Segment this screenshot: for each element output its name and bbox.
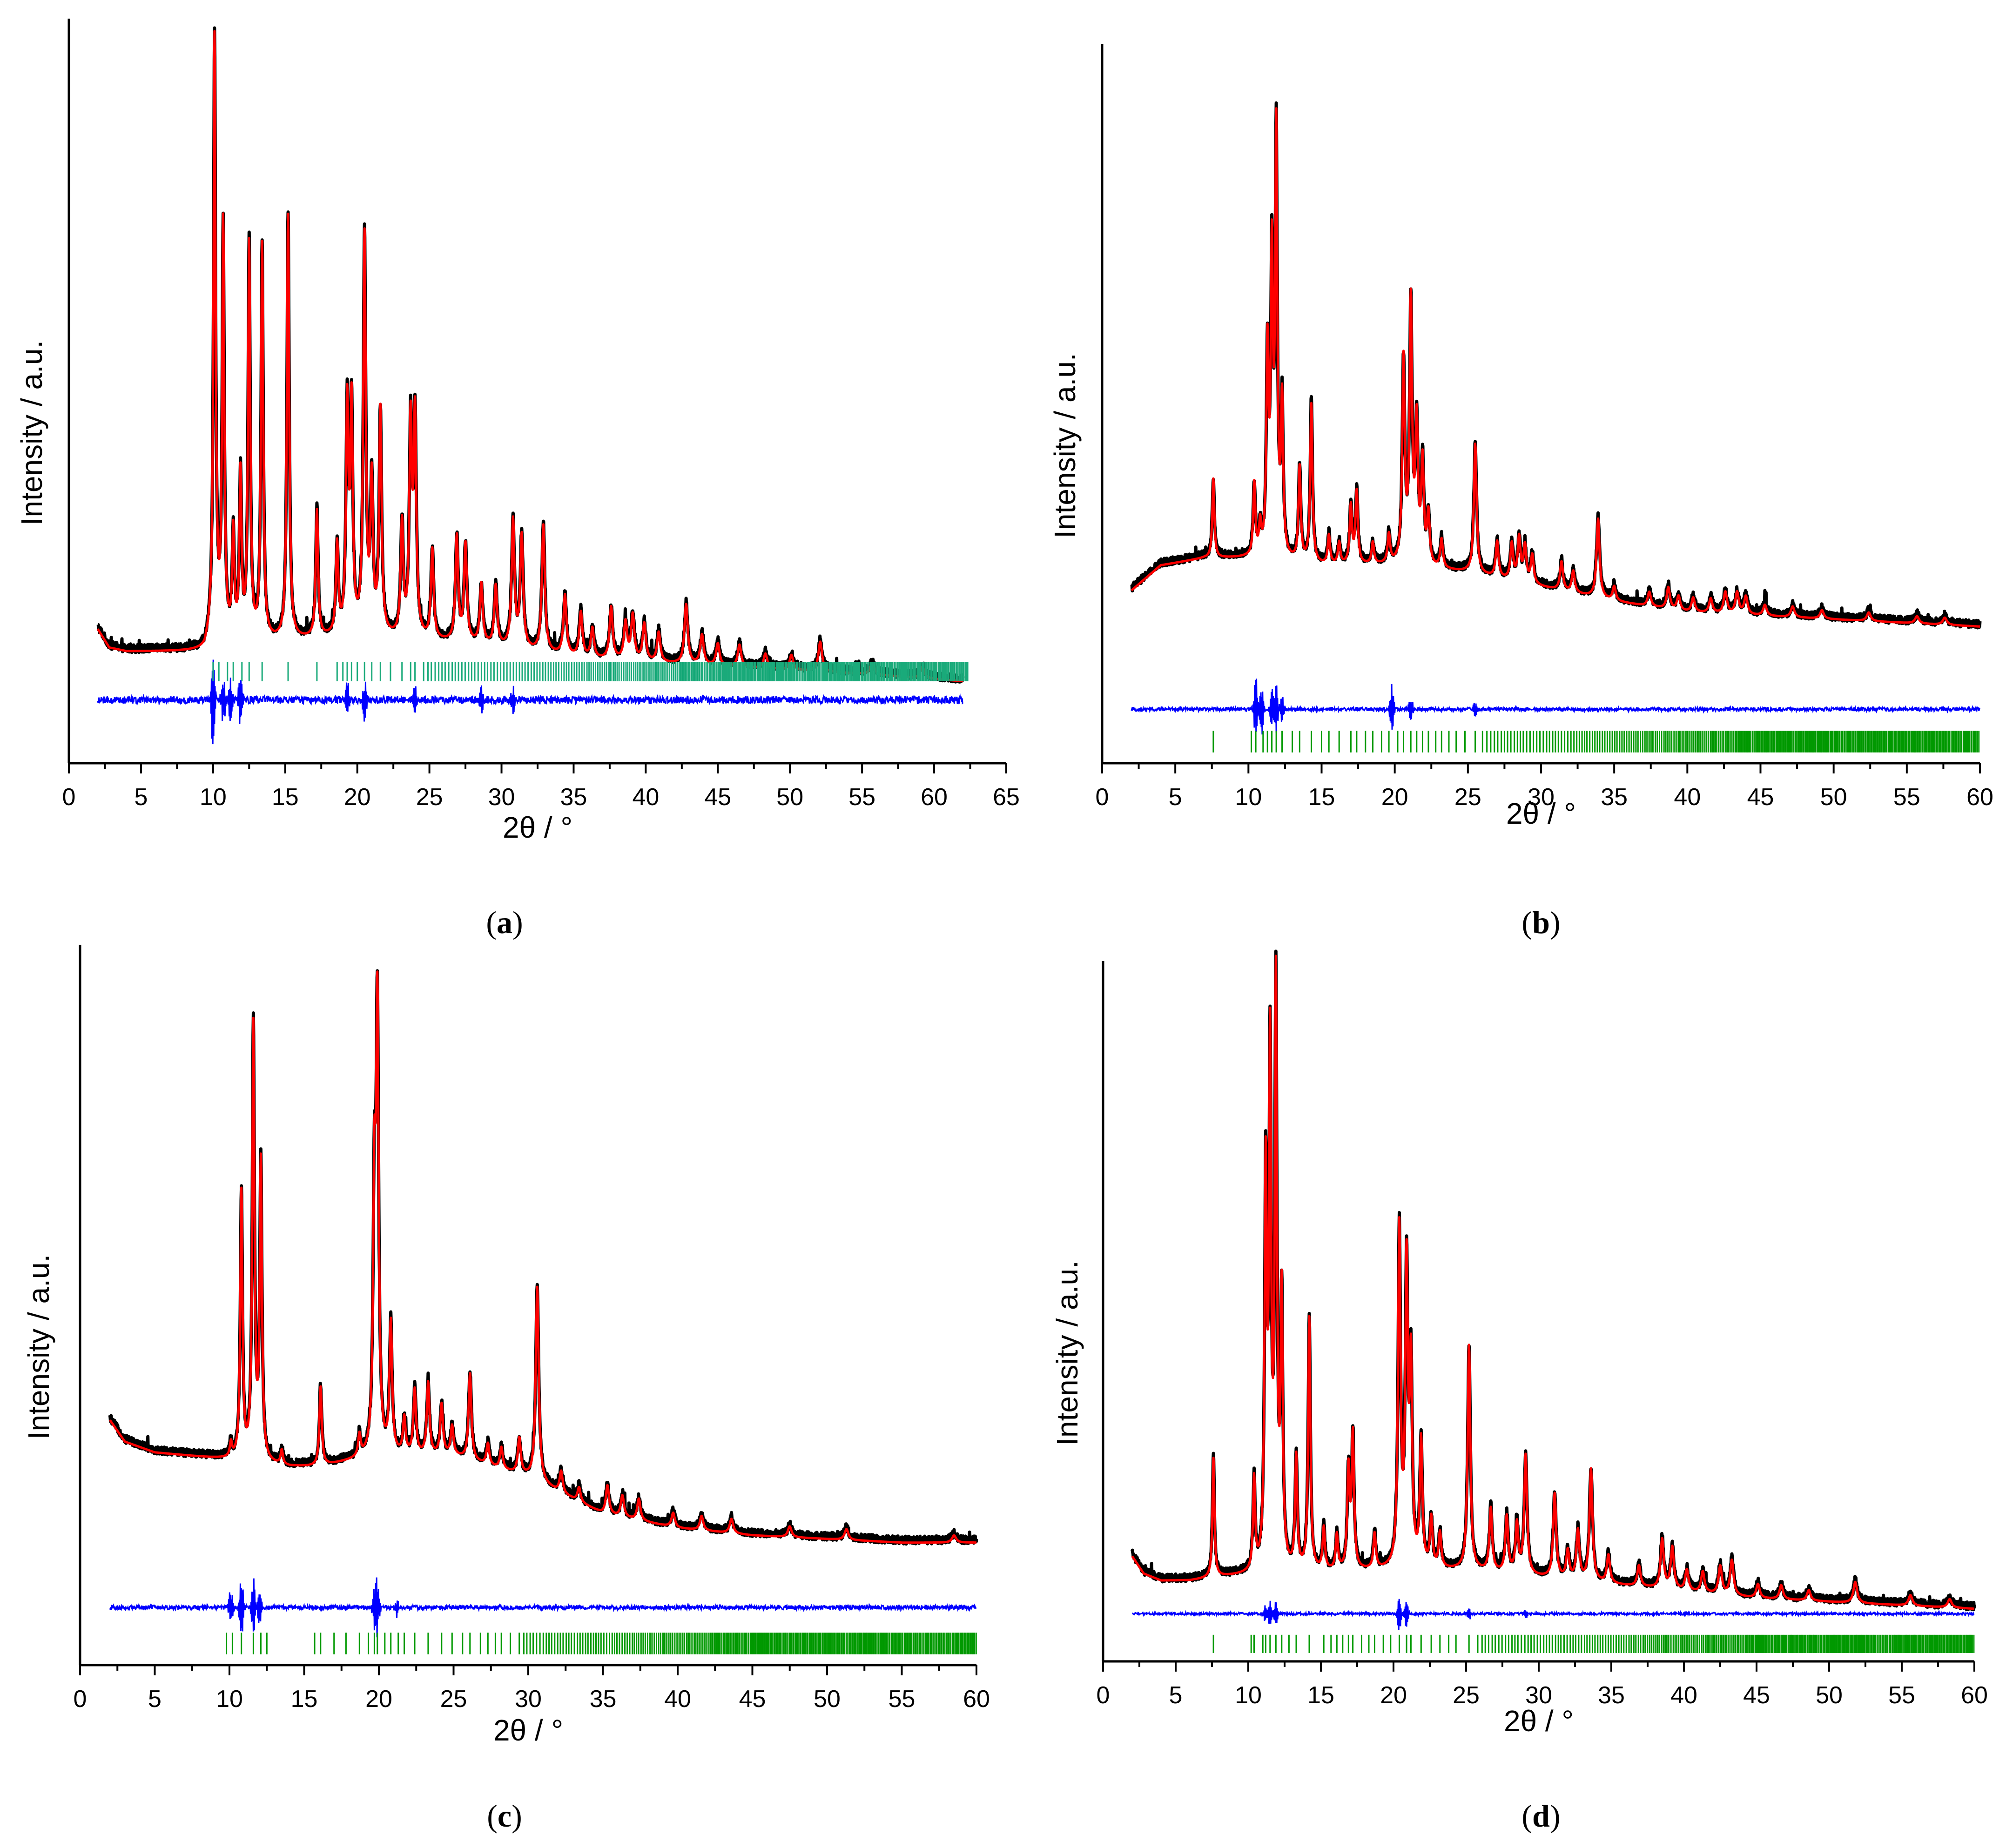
x-tick-label: 55 xyxy=(1888,1682,1915,1709)
x-tick-label: 5 xyxy=(1169,1682,1183,1709)
x-tick-label: 40 xyxy=(1674,784,1701,811)
caption-letter: b xyxy=(1532,905,1550,940)
reflection-markers xyxy=(212,662,969,681)
caption-open-paren: ( xyxy=(1521,905,1532,940)
caption-letter: d xyxy=(1532,1798,1550,1834)
x-tick-label: 20 xyxy=(344,784,371,811)
x-tick-label: 5 xyxy=(148,1686,162,1713)
x-tick-label: 60 xyxy=(921,784,948,811)
x-tick-label: 15 xyxy=(1308,784,1335,811)
x-tick-label: 15 xyxy=(291,1686,318,1713)
x-tick-label: 0 xyxy=(1097,1682,1110,1709)
caption-open-paren: ( xyxy=(486,905,497,940)
y-axis-title: Intensity / a.u. xyxy=(1050,1260,1084,1445)
reflection-markers xyxy=(226,1633,977,1654)
x-tick-label: 50 xyxy=(814,1686,841,1713)
x-tick-label: 65 xyxy=(993,784,1020,811)
x-tick-label: 15 xyxy=(272,784,299,811)
x-tick-label: 0 xyxy=(1096,784,1109,811)
y-axis-title: Intensity / a.u. xyxy=(22,1254,55,1439)
x-axis-title: 2θ / ° xyxy=(493,1714,563,1747)
x-tick-label: 5 xyxy=(134,784,148,811)
x-tick-label: 40 xyxy=(664,1686,691,1713)
x-tick-label: 20 xyxy=(365,1686,392,1713)
x-tick-label: 50 xyxy=(1820,784,1847,811)
x-tick-label: 60 xyxy=(1966,784,1993,811)
x-tick-label: 15 xyxy=(1307,1682,1334,1709)
x-tick-label: 45 xyxy=(704,784,731,811)
y-axis-title: Intensity / a.u. xyxy=(15,340,48,525)
x-tick-label: 25 xyxy=(1454,784,1481,811)
reflection-markers xyxy=(1212,731,1980,753)
calculated-pattern-line xyxy=(1131,954,1975,1610)
caption-letter: a xyxy=(497,905,512,940)
x-tick-label: 45 xyxy=(1747,784,1774,811)
caption-letter: c xyxy=(498,1798,512,1834)
difference-curve-line xyxy=(109,1577,977,1638)
caption-close-paren: ) xyxy=(1550,905,1561,940)
difference-curve-line xyxy=(97,659,963,745)
x-tick-label: 10 xyxy=(216,1686,243,1713)
x-tick-label: 35 xyxy=(590,1686,617,1713)
caption-close-paren: ) xyxy=(512,905,523,940)
panel-caption: (d) xyxy=(1521,1798,1560,1834)
panel-b: 0 5 10 15 20 25 30 35 40 45 50 55 60 2θ / ° Intensity … xyxy=(1048,44,1993,940)
x-tick-label: 20 xyxy=(1381,784,1408,811)
panel-a: 0 5 10 15 20 25 30 35 40 45 50 55 60 65 2θ / ° Intensit… xyxy=(15,19,1020,940)
panel-c: 0 5 10 15 20 25 30 35 40 45 50 55 60 2θ / ° Intensity … xyxy=(22,945,990,1834)
difference-curve-line xyxy=(1131,679,1981,735)
calculated-pattern-line xyxy=(1131,107,1981,628)
x-tick-label: 10 xyxy=(200,784,227,811)
x-tick-label: 60 xyxy=(963,1686,990,1713)
x-tick-label: 5 xyxy=(1169,784,1182,811)
x-tick-label: 20 xyxy=(1380,1682,1407,1709)
calculated-pattern-line xyxy=(96,30,964,683)
x-tick-label: 25 xyxy=(1453,1682,1480,1709)
x-tick-label: 55 xyxy=(889,1686,915,1713)
x-tick-label: 35 xyxy=(1601,784,1628,811)
x-tick-label: 25 xyxy=(440,1686,467,1713)
x-tick-label: 30 xyxy=(1525,1682,1552,1709)
x-tick-label: 25 xyxy=(416,784,443,811)
x-axis-title: 2θ / ° xyxy=(1504,1704,1574,1738)
x-tick-label: 40 xyxy=(1670,1682,1697,1709)
caption-open-paren: ( xyxy=(1521,1798,1532,1834)
x-tick-label: 55 xyxy=(1893,784,1920,811)
x-tick-label: 40 xyxy=(632,784,659,811)
caption-close-paren: ) xyxy=(1550,1798,1561,1834)
x-tick-label: 50 xyxy=(776,784,803,811)
x-tick-label: 30 xyxy=(488,784,515,811)
x-tick-label: 60 xyxy=(1961,1682,1988,1709)
y-axis-title: Intensity / a.u. xyxy=(1048,353,1082,538)
x-tick-label: 10 xyxy=(1235,1682,1262,1709)
x-tick-label: 10 xyxy=(1235,784,1262,811)
difference-curve-line xyxy=(1132,1599,1975,1630)
x-tick-label: 35 xyxy=(1598,1682,1625,1709)
x-axis-title: 2θ / ° xyxy=(1506,797,1576,830)
x-axis-title: 2θ / ° xyxy=(503,811,572,844)
x-tick-label: 50 xyxy=(1816,1682,1843,1709)
x-tick-label: 0 xyxy=(62,784,76,811)
reflection-markers xyxy=(1212,1634,1975,1653)
caption-open-paren: ( xyxy=(487,1798,498,1834)
panel-caption: (c) xyxy=(487,1798,522,1834)
calculated-pattern-line xyxy=(109,970,977,1544)
x-tick-label: 45 xyxy=(1743,1682,1770,1709)
caption-close-paren: ) xyxy=(512,1798,522,1834)
x-tick-label: 35 xyxy=(560,784,587,811)
panel-caption: (b) xyxy=(1521,905,1560,940)
x-tick-label: 30 xyxy=(515,1686,542,1713)
x-tick-label: 45 xyxy=(739,1686,766,1713)
panel-d: 0 5 10 15 20 25 30 35 40 45 50 55 60 2θ / ° Intensity … xyxy=(1050,949,1988,1834)
x-tick-label: 30 xyxy=(1528,784,1555,811)
panel-caption: (a) xyxy=(486,905,523,940)
x-tick-label: 55 xyxy=(848,784,875,811)
x-tick-label: 0 xyxy=(74,1686,87,1713)
